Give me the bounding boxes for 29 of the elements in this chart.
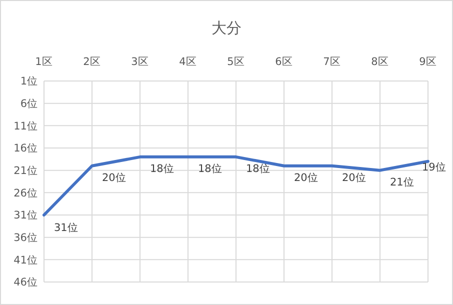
y-tick-label: 41位	[14, 254, 38, 266]
y-tick-label: 16位	[14, 142, 38, 155]
y-tick-label: 6位	[20, 98, 38, 110]
x-tick-label: 7区	[323, 56, 341, 68]
data-label: 20位	[342, 172, 366, 184]
data-label: 31位	[54, 222, 78, 234]
data-label: 18位	[246, 162, 270, 175]
x-tick-label: 3区	[131, 56, 149, 68]
chart-title: 大分	[212, 19, 242, 37]
data-label: 19位	[422, 161, 446, 174]
x-tick-label: 2区	[83, 56, 101, 68]
y-tick-label: 21位	[14, 165, 38, 178]
x-tick-label: 1区	[35, 56, 53, 68]
data-label: 18位	[150, 162, 174, 175]
y-tick-label: 1位	[20, 76, 38, 88]
x-tick-label: 5区	[227, 56, 245, 68]
y-tick-label: 26位	[14, 187, 38, 200]
x-tick-label: 9区	[419, 56, 437, 68]
y-tick-label: 46位	[14, 276, 38, 289]
data-label: 20位	[294, 172, 318, 184]
x-tick-label: 4区	[179, 56, 197, 68]
data-label: 20位	[102, 172, 126, 184]
data-label: 21位	[390, 176, 414, 188]
y-tick-label: 36位	[14, 232, 38, 244]
data-label: 18位	[198, 162, 222, 175]
y-tick-label: 31位	[14, 210, 38, 222]
x-tick-label: 6区	[275, 56, 293, 68]
x-tick-label: 8区	[371, 56, 389, 68]
y-tick-label: 11位	[14, 120, 38, 132]
